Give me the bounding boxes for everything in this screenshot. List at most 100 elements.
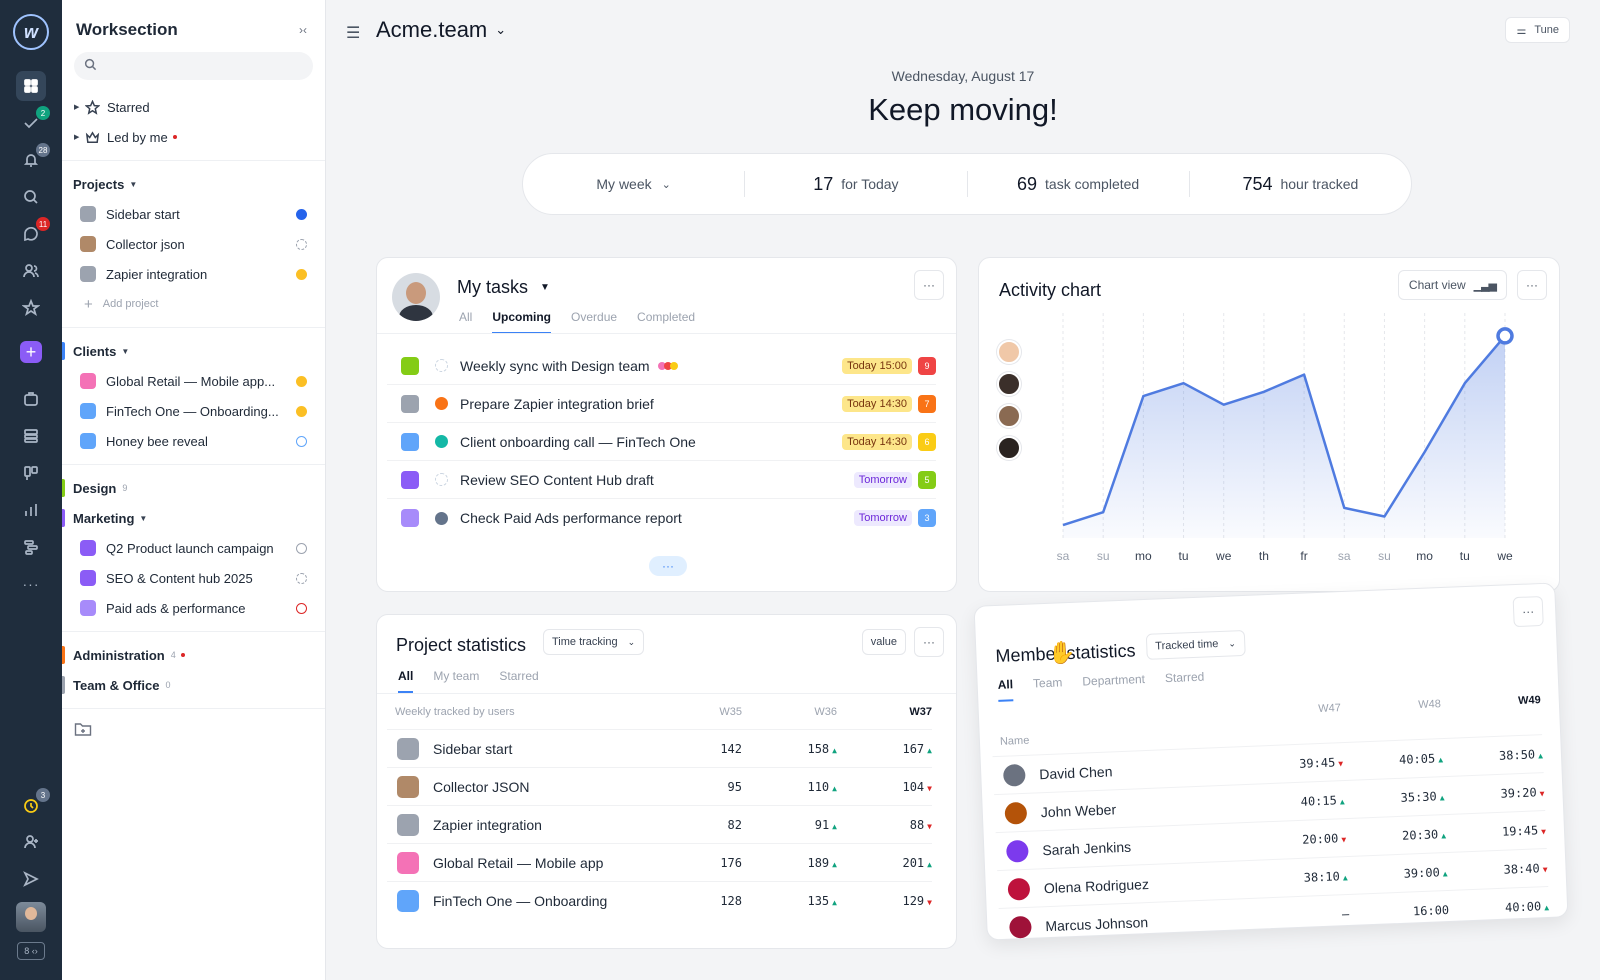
sidebar-item-starred[interactable]: ▶ Starred <box>62 92 325 122</box>
my-avatar[interactable] <box>16 902 46 932</box>
sidebar-project-item[interactable]: SEO & Content hub 2025 <box>62 563 325 593</box>
tab-team[interactable]: Team <box>1032 675 1063 691</box>
tasks-icon[interactable]: 2 <box>16 106 50 138</box>
avatar[interactable] <box>997 340 1021 364</box>
column-header[interactable]: W49 <box>1517 694 1541 708</box>
tab-starred[interactable]: Starred <box>1164 669 1205 686</box>
show-more-button[interactable]: ··· <box>649 556 687 576</box>
task-status-icon[interactable] <box>435 473 448 486</box>
avatar[interactable] <box>997 404 1021 428</box>
tab-overdue[interactable]: Overdue <box>571 310 618 324</box>
workspace-logo[interactable]: w <box>13 14 49 50</box>
timer-icon[interactable]: 3 <box>16 788 50 820</box>
task-row[interactable]: Weekly sync with Design team Today 15:00 9 <box>387 347 936 385</box>
timeline-icon[interactable] <box>16 532 46 562</box>
workspace-switcher[interactable]: Acme.team ⌄ <box>376 17 506 43</box>
sidebar-project-item[interactable]: Collector json <box>62 229 325 259</box>
sidebar-project-item[interactable]: Sidebar start <box>62 199 325 229</box>
column-header[interactable]: W36 <box>814 706 837 718</box>
task-status-icon[interactable] <box>435 435 448 448</box>
tab-department[interactable]: Department <box>1082 671 1146 689</box>
sidebar-project-item[interactable]: FinTech One — Onboarding... <box>62 396 325 426</box>
tag-dots <box>657 361 678 370</box>
more-options-button[interactable]: ··· <box>914 270 944 300</box>
tab-completed[interactable]: Completed <box>637 310 696 324</box>
send-icon[interactable] <box>16 864 46 894</box>
new-folder-icon[interactable] <box>74 721 325 740</box>
tracked-time-select[interactable]: Tracked time ⌄ <box>1145 629 1246 660</box>
task-status-icon[interactable] <box>435 359 448 372</box>
column-header[interactable]: W37 <box>909 706 932 718</box>
column-header[interactable]: W35 <box>719 706 742 718</box>
task-row[interactable]: Client onboarding call — FinTech One Toda… <box>387 423 936 461</box>
chart-view-button[interactable]: Chart view ▁▃▅ <box>1397 270 1507 300</box>
star-icon[interactable] <box>16 293 46 323</box>
tab-upcoming[interactable]: Upcoming <box>492 310 552 334</box>
table-row[interactable]: Collector JSON 95 110 ▲ 104 ▼ <box>387 767 932 805</box>
tab-all[interactable]: All <box>398 669 414 693</box>
task-row[interactable]: Check Paid Ads performance report Tomorro… <box>387 499 936 537</box>
search-input[interactable] <box>103 59 303 73</box>
sidebar-section-projects[interactable]: Projects ▼ <box>62 169 325 199</box>
sidebar-project-item[interactable]: Q2 Product launch campaign <box>62 533 325 563</box>
trend-down-icon: ▼ <box>927 821 932 831</box>
sidebar-section-clients[interactable]: Clients ▼ <box>62 336 325 366</box>
divider <box>62 327 325 328</box>
column-header[interactable]: W47 <box>1318 702 1342 716</box>
database-icon[interactable] <box>16 421 46 451</box>
bell-icon[interactable]: 28 <box>16 143 50 175</box>
add-project-button[interactable]: + Add project <box>62 289 325 319</box>
menu-icon[interactable]: ☰ <box>346 25 361 42</box>
time-tracking-select[interactable]: Time tracking ⌄ <box>543 629 645 655</box>
table-cell: 95 <box>647 780 742 794</box>
chat-icon[interactable]: 11 <box>16 217 50 249</box>
sidebar-project-item[interactable]: Global Retail — Mobile app... <box>62 366 325 396</box>
task-status-icon[interactable] <box>435 511 448 525</box>
board-icon[interactable] <box>16 458 46 488</box>
shortcut-badge[interactable]: 8 ‹› <box>17 942 45 960</box>
sidebar-section-team-office[interactable]: Team & Office 0 <box>62 670 325 700</box>
sidebar-project-item[interactable]: Honey bee reveal <box>62 426 325 456</box>
create-plus-icon[interactable]: + <box>20 341 42 363</box>
more-options-button[interactable]: ··· <box>1512 595 1544 628</box>
bar-chart-icon[interactable] <box>16 495 46 525</box>
sidebar-section-marketing[interactable]: Marketing ▼ <box>62 503 325 533</box>
people-icon[interactable] <box>16 256 46 286</box>
table-row[interactable]: Global Retail — Mobile app 176 189 ▲ 201 ▲ <box>387 843 932 881</box>
avatar <box>1005 839 1029 863</box>
tab-all[interactable]: All <box>997 677 1014 702</box>
table-row[interactable]: Zapier integration 82 91 ▲ 88 ▼ <box>387 805 932 843</box>
member-statistics-card[interactable]: Member statistics Tracked time ⌄ ··· All… <box>973 582 1569 947</box>
tab-all[interactable]: All <box>459 310 473 324</box>
more-options-button[interactable]: ··· <box>1517 270 1547 300</box>
highlight-point[interactable] <box>1496 327 1514 345</box>
section-label: Team & Office <box>73 677 160 693</box>
tune-button[interactable]: ⚌ Tune <box>1505 17 1570 43</box>
sidebar-search[interactable] <box>74 52 313 80</box>
value-button[interactable]: value <box>861 629 906 655</box>
briefcase-icon[interactable] <box>16 384 46 414</box>
column-header[interactable]: W48 <box>1417 698 1442 712</box>
search-icon[interactable] <box>16 182 46 212</box>
more-options-button[interactable]: ··· <box>914 627 944 657</box>
sidebar-project-item[interactable]: Zapier integration <box>62 259 325 289</box>
period-select[interactable]: My week ⌄ <box>523 171 744 197</box>
my-tasks-dropdown[interactable]: My tasks ▼ <box>457 277 550 298</box>
more-icon[interactable]: ··· <box>22 576 40 592</box>
task-row[interactable]: Prepare Zapier integration brief Today 14… <box>387 385 936 423</box>
dashboard-icon[interactable] <box>16 71 46 101</box>
task-status-icon[interactable] <box>435 397 448 410</box>
avatar[interactable] <box>997 372 1021 396</box>
sidebar-project-item[interactable]: Paid ads & performance <box>62 593 325 623</box>
tab-starred[interactable]: Starred <box>499 669 539 683</box>
avatar[interactable] <box>997 436 1021 460</box>
tab-my-team[interactable]: My team <box>433 669 480 683</box>
sidebar-item-led-by-me[interactable]: ▶ Led by me <box>62 122 325 152</box>
table-row[interactable]: Sidebar start 142 158 ▲ 167 ▲ <box>387 729 932 767</box>
sidebar-section-administration[interactable]: Administration 4 <box>62 640 325 670</box>
table-row[interactable]: FinTech One — Onboarding 128 135 ▲ 129 ▼ <box>387 881 932 919</box>
add-user-icon[interactable] <box>16 827 46 857</box>
collapse-icon[interactable]: ›‹ <box>299 23 307 37</box>
sidebar-section-design[interactable]: Design 9 <box>62 473 325 503</box>
task-row[interactable]: Review SEO Content Hub draft Tomorrow 5 <box>387 461 936 499</box>
